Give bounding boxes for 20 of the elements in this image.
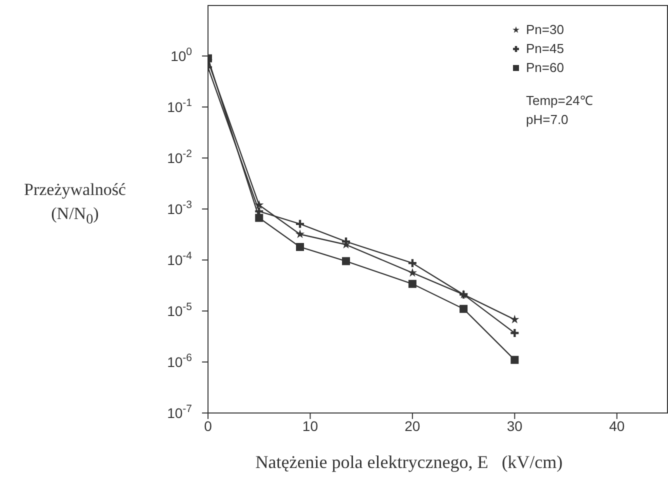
legend-label: Pn=45 (526, 41, 564, 56)
y-tick-label: 10$^{0}$ (170, 46, 192, 64)
legend-label: Pn=30 (526, 22, 564, 37)
x-axis-title: Natężenie pola elektrycznego, E (kV/cm) (254, 452, 564, 473)
x-tick-label: 0 (204, 418, 212, 434)
annotation: pH=7.0 (526, 111, 570, 129)
y-tick-label: 10$^{-7}$ (167, 403, 192, 421)
y-axis-title: Przeżywalność (N/N$_{0}$) (23, 179, 127, 230)
x-tick-label: 20 (404, 418, 420, 434)
y-tick-label: 10$^{-1}$ (167, 97, 192, 115)
annotation: Temp=24℃ (526, 92, 593, 110)
legend-label: Pn=60 (526, 60, 564, 75)
y-tick-label: 10$^{-5}$ (167, 301, 192, 319)
x-tick-label: 10 (302, 418, 318, 434)
y-tick-label: 10$^{-4}$ (167, 250, 192, 268)
x-tick-label: 30 (506, 418, 523, 434)
x-tick-label: 40 (609, 418, 625, 434)
y-tick-label: 10$^{-3}$ (167, 199, 192, 217)
y-tick-label: 10$^{-6}$ (167, 352, 192, 370)
y-tick-label: 10$^{-2}$ (167, 148, 192, 166)
